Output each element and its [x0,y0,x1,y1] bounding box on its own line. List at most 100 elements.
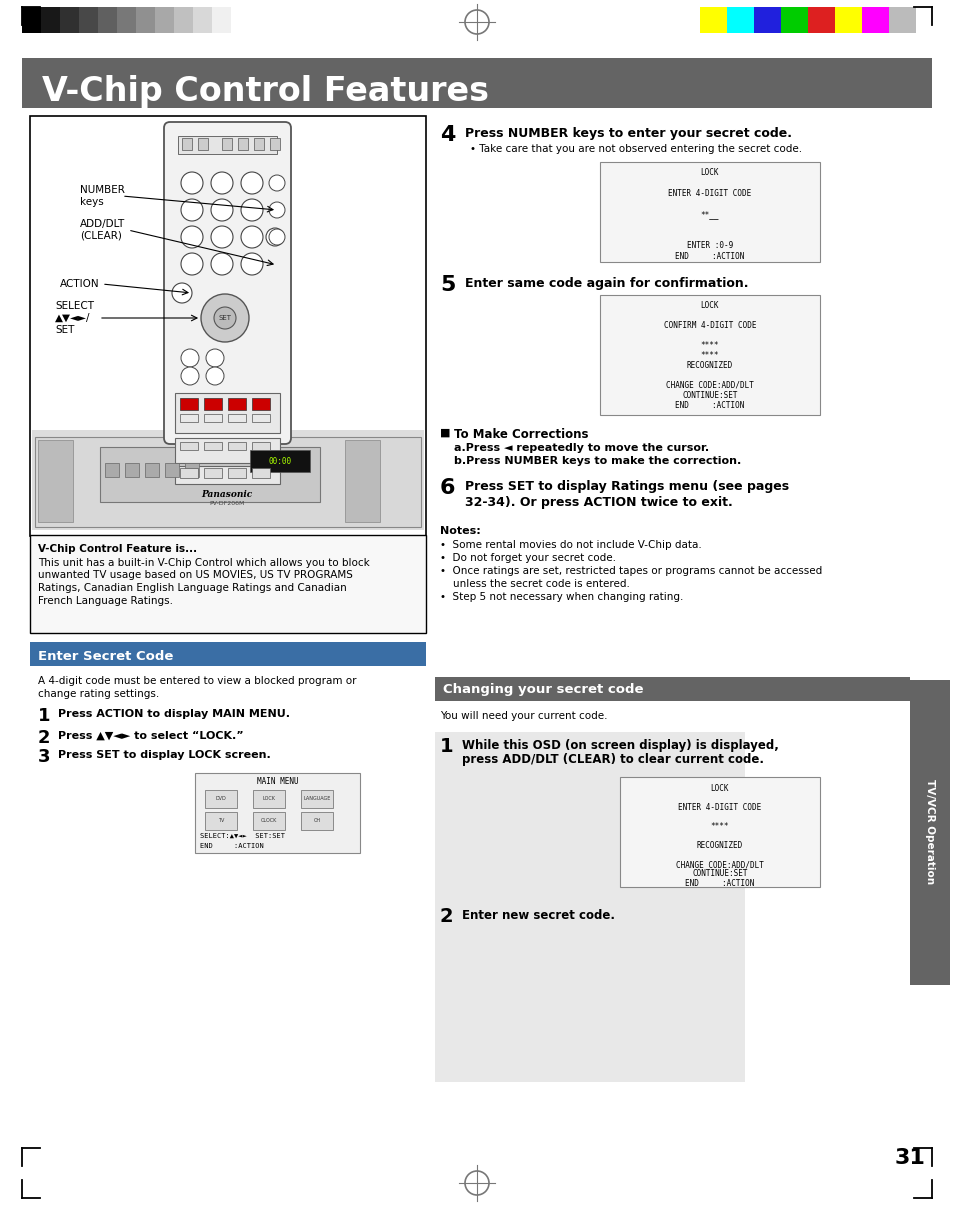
Text: 6: 6 [439,478,455,498]
Text: 4: 4 [439,125,455,145]
Bar [345,440,379,522]
Text: Press ACTION to display MAIN MENU.: Press ACTION to display MAIN MENU. [58,709,290,719]
Bar [182,139,192,149]
Text: TV/VCR Operation: TV/VCR Operation [924,780,934,884]
Text: RECOGNIZED: RECOGNIZED [696,841,742,850]
Bar [105,463,119,477]
Bar [41,7,60,33]
Text: LOCK: LOCK [262,797,275,801]
Bar [228,442,246,449]
Circle shape [211,199,233,221]
Circle shape [241,253,263,275]
Bar [204,442,222,449]
Circle shape [181,349,199,368]
Bar [173,7,193,33]
Circle shape [181,227,203,248]
Text: 2: 2 [439,907,453,925]
FancyBboxPatch shape [164,122,291,443]
Text: MAIN MENU: MAIN MENU [257,777,298,786]
Text: ENTER :0-9: ENTER :0-9 [686,241,732,251]
Bar [252,415,270,422]
Bar [117,7,136,33]
Circle shape [211,172,233,194]
Bar [807,7,834,33]
Bar [862,7,888,33]
Bar [700,7,726,33]
Circle shape [213,307,235,329]
Text: Press SET to display LOCK screen.: Press SET to display LOCK screen. [58,750,271,760]
Circle shape [206,349,224,368]
Bar [599,161,820,261]
Circle shape [181,368,199,386]
Text: To Make Corrections: To Make Corrections [454,428,588,441]
Text: END     :ACTION: END :ACTION [200,844,263,850]
Text: This unit has a built-in V-Chip Control which allows you to block: This unit has a built-in V-Chip Control … [38,558,370,568]
Bar [252,468,270,478]
Text: 1: 1 [439,737,453,756]
Text: •  Some rental movies do not include V-Chip data.: • Some rental movies do not include V-Ch… [439,540,701,549]
Text: CLOCK: CLOCK [260,818,277,823]
Circle shape [266,228,284,246]
Bar [184,158,206,166]
Bar [35,437,420,527]
Bar [30,116,426,536]
Text: ****: **** [710,822,728,831]
Bar [136,7,154,33]
Bar [180,415,198,422]
Text: CHANGE CODE:ADD/DLT: CHANGE CODE:ADD/DLT [676,860,763,869]
Bar [174,437,280,463]
Bar [22,58,931,108]
Text: 00:00: 00:00 [268,457,292,465]
Text: DVD: DVD [215,797,226,801]
Text: Enter new secret code.: Enter new secret code. [461,909,615,922]
Text: 32-34). Or press ACTION twice to exit.: 32-34). Or press ACTION twice to exit. [464,496,732,509]
Circle shape [206,368,224,386]
Bar [599,295,820,415]
Text: END     :ACTION: END :ACTION [684,878,754,888]
Circle shape [241,199,263,221]
Bar [205,790,236,809]
Bar [79,7,98,33]
Text: LOCK: LOCK [700,301,719,310]
Text: Notes:: Notes: [439,527,480,536]
Text: •  Step 5 not necessary when changing rating.: • Step 5 not necessary when changing rat… [439,592,682,602]
Circle shape [201,294,249,342]
Text: END     :ACTION: END :ACTION [675,401,744,410]
Text: V-Chip Control Features: V-Chip Control Features [42,75,489,107]
Text: Enter same code again for confirmation.: Enter same code again for confirmation. [464,277,748,290]
Circle shape [269,175,285,192]
Text: Changing your secret code: Changing your secret code [442,683,643,696]
Bar [180,442,198,449]
Text: unless the secret code is entered.: unless the secret code is entered. [439,578,629,589]
Text: Ratings, Canadian English Language Ratings and Canadian: Ratings, Canadian English Language Ratin… [38,583,346,593]
Bar [212,7,231,33]
Text: b.Press NUMBER keys to make the correction.: b.Press NUMBER keys to make the correcti… [454,455,740,466]
Circle shape [211,253,233,275]
Bar [781,7,807,33]
Circle shape [269,229,285,245]
Bar [888,7,915,33]
Bar [753,7,781,33]
Bar [252,442,270,449]
Text: CH: CH [314,818,320,823]
Bar [301,812,333,830]
Bar [834,7,862,33]
Text: CONTINUE:SET: CONTINUE:SET [692,870,747,878]
Text: Panasonic: Panasonic [201,490,253,499]
Bar [253,139,264,149]
Bar [253,790,285,809]
Text: 5: 5 [439,275,455,295]
Text: Press NUMBER keys to enter your secret code.: Press NUMBER keys to enter your secret c… [464,127,791,140]
Circle shape [211,227,233,248]
Bar [194,772,359,853]
Text: 1: 1 [38,707,51,725]
Bar [435,677,909,701]
Bar [32,430,423,530]
Text: ****: **** [700,341,719,349]
Text: unwanted TV usage based on US MOVIES, US TV PROGRAMS: unwanted TV usage based on US MOVIES, US… [38,570,353,581]
Text: LOCK: LOCK [700,167,719,177]
Circle shape [269,202,285,218]
Bar [193,7,212,33]
Bar [100,447,319,502]
Text: LOCK: LOCK [710,784,728,793]
